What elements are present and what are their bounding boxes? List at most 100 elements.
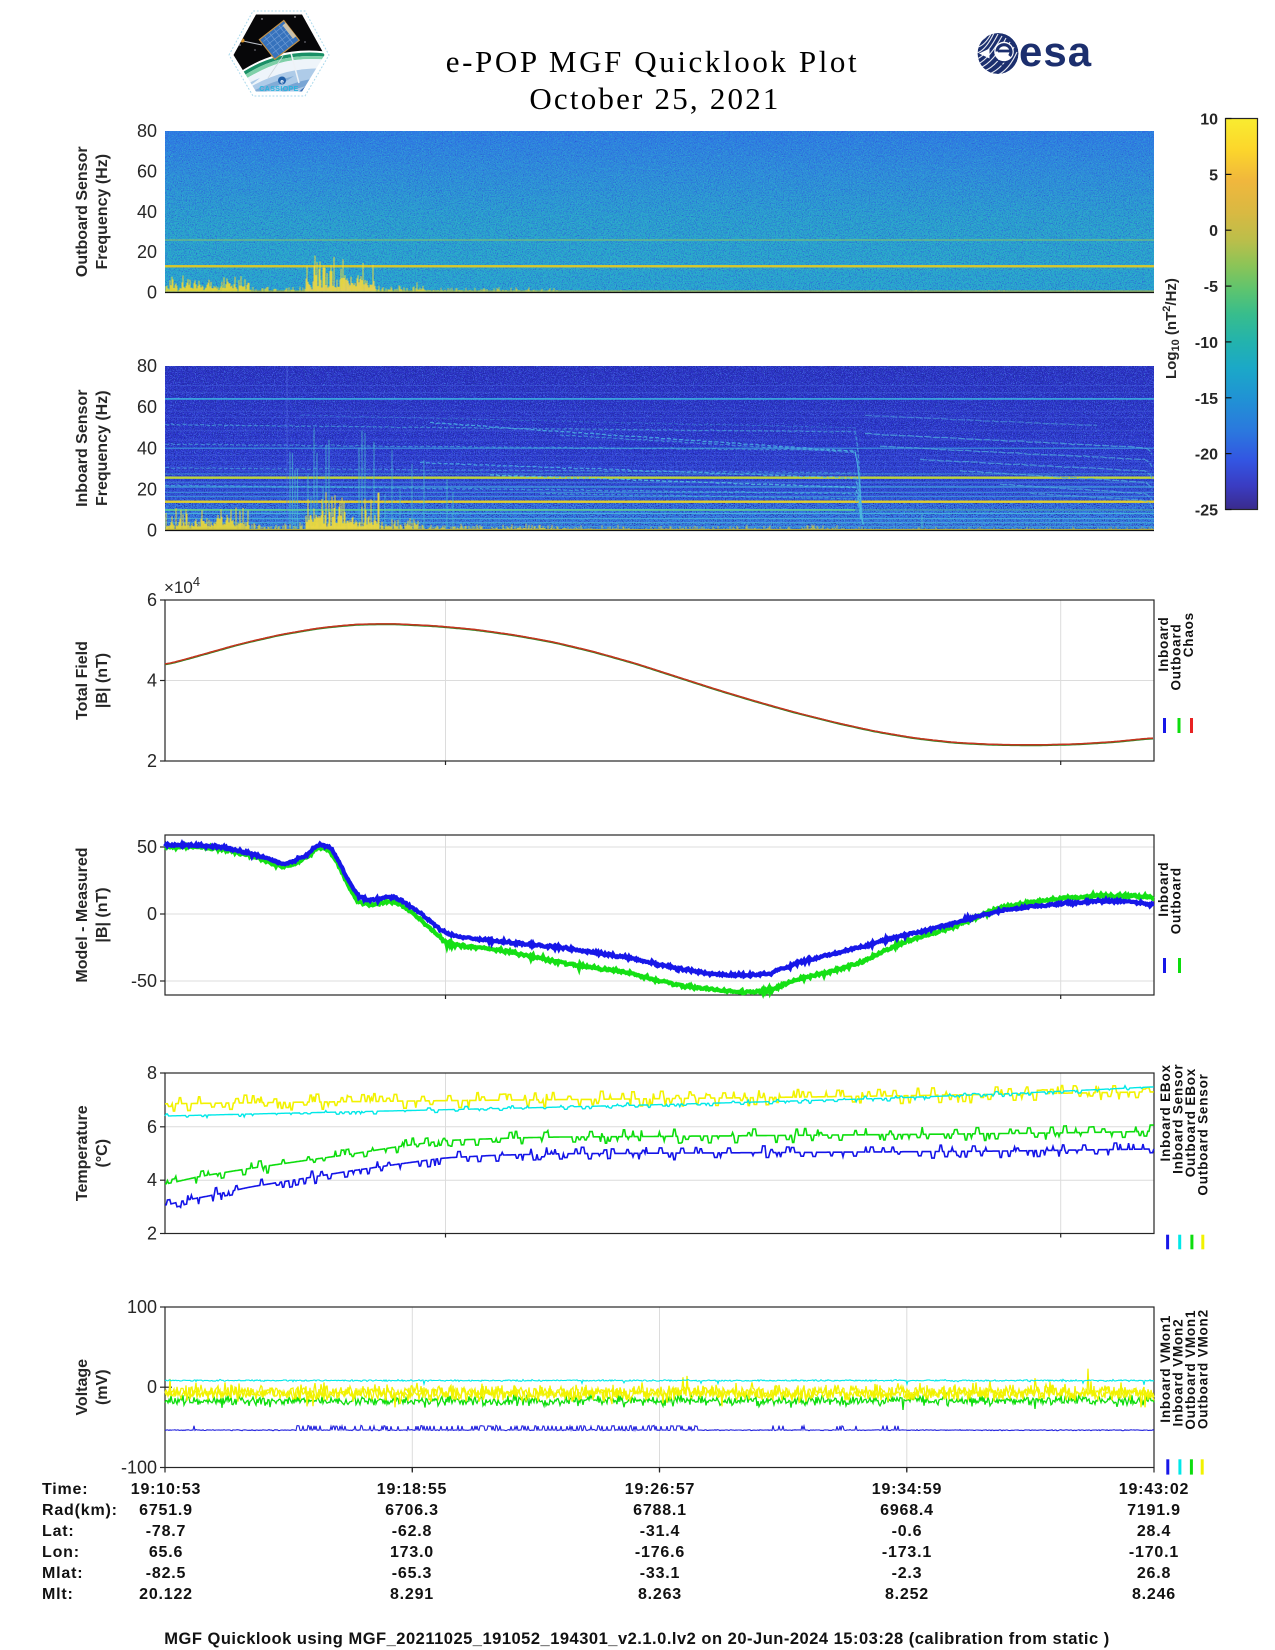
svg-text:Outboard: Outboard — [1169, 867, 1184, 934]
svg-text:173.0: 173.0 — [390, 1544, 434, 1561]
svg-text:2: 2 — [147, 1224, 157, 1244]
svg-text:-25: -25 — [1195, 503, 1218, 520]
svg-text:4: 4 — [147, 671, 157, 691]
svg-text:0: 0 — [147, 521, 157, 541]
svg-text:2: 2 — [147, 751, 157, 771]
svg-text:Inboard VMon2: Inboard VMon2 — [1171, 1319, 1186, 1427]
svg-text:6788.1: 6788.1 — [633, 1502, 687, 1519]
svg-text:Log10 (nT2/Hz): Log10 (nT2/Hz) — [1161, 278, 1182, 379]
svg-text:-82.5: -82.5 — [146, 1565, 186, 1582]
svg-text:6: 6 — [147, 590, 157, 610]
svg-text:-50: -50 — [131, 971, 157, 991]
svg-text:0: 0 — [147, 283, 157, 303]
svg-text:20.122: 20.122 — [139, 1586, 193, 1603]
svg-text:28.4: 28.4 — [1137, 1523, 1171, 1540]
svg-text:8: 8 — [147, 1063, 157, 1083]
svg-text:Inboard EBox: Inboard EBox — [1158, 1064, 1173, 1161]
svg-text:0: 0 — [147, 904, 157, 924]
svg-text:Total Field: Total Field — [74, 641, 91, 720]
svg-text:Inboard VMon1: Inboard VMon1 — [1158, 1315, 1173, 1423]
svg-text:Outboard VMon2: Outboard VMon2 — [1196, 1309, 1211, 1429]
svg-text:0: 0 — [147, 1377, 157, 1397]
svg-text:October 25, 2021: October 25, 2021 — [529, 81, 780, 116]
svg-text:Frequency (Hz): Frequency (Hz) — [94, 154, 111, 270]
svg-text:Inboard: Inboard — [1156, 617, 1171, 672]
svg-text:8.246: 8.246 — [1132, 1586, 1176, 1603]
svg-text:-78.7: -78.7 — [146, 1523, 186, 1540]
svg-text:Mlat:: Mlat: — [42, 1565, 83, 1582]
svg-text:-10: -10 — [1195, 335, 1218, 352]
svg-text:40: 40 — [137, 438, 157, 458]
svg-text:40: 40 — [137, 202, 157, 222]
svg-text:Voltage: Voltage — [74, 1359, 91, 1416]
svg-text:19:43:02: 19:43:02 — [1119, 1481, 1189, 1498]
svg-text:19:34:59: 19:34:59 — [872, 1481, 942, 1498]
svg-text:-33.1: -33.1 — [640, 1565, 680, 1582]
svg-text:60: 60 — [137, 161, 157, 181]
svg-text:8.263: 8.263 — [638, 1586, 682, 1603]
svg-text:-173.1: -173.1 — [882, 1544, 932, 1561]
svg-text:e: e — [280, 79, 284, 86]
svg-text:-100: -100 — [121, 1458, 157, 1478]
svg-text:Outboard EBox: Outboard EBox — [1183, 1068, 1198, 1177]
svg-text:-62.8: -62.8 — [392, 1523, 432, 1540]
svg-text:Inboard Sensor: Inboard Sensor — [1171, 1064, 1186, 1174]
svg-text:-2.3: -2.3 — [892, 1565, 923, 1582]
svg-text:|B| (nT): |B| (nT) — [94, 653, 111, 708]
svg-text:10: 10 — [1200, 112, 1218, 129]
svg-text:6751.9: 6751.9 — [139, 1502, 193, 1519]
svg-text:esa: esa — [1019, 28, 1092, 75]
svg-text:Outboard Sensor: Outboard Sensor — [74, 146, 91, 277]
svg-text:Inboard Sensor: Inboard Sensor — [74, 390, 91, 507]
svg-text:Inboard: Inboard — [1156, 862, 1171, 917]
svg-text:Outboard VMon1: Outboard VMon1 — [1183, 1310, 1198, 1430]
svg-text:-176.6: -176.6 — [635, 1544, 685, 1561]
svg-text:26.8: 26.8 — [1137, 1565, 1171, 1582]
svg-text:Outboard Sensor: Outboard Sensor — [1196, 1073, 1211, 1195]
svg-text:50: 50 — [137, 837, 157, 857]
svg-text:60: 60 — [137, 397, 157, 417]
svg-text:(mV): (mV) — [94, 1369, 111, 1405]
svg-text:Lon:: Lon: — [42, 1544, 80, 1561]
svg-text:5: 5 — [1209, 167, 1218, 184]
svg-text:20: 20 — [137, 479, 157, 499]
svg-text:6706.3: 6706.3 — [385, 1502, 439, 1519]
svg-text:100: 100 — [127, 1297, 157, 1317]
svg-text:19:18:55: 19:18:55 — [377, 1481, 447, 1498]
svg-text:MGF Quicklook using MGF_202110: MGF Quicklook using MGF_20211025_191052_… — [164, 1630, 1109, 1648]
svg-text:19:10:53: 19:10:53 — [131, 1481, 201, 1498]
svg-text:Mlt:: Mlt: — [42, 1586, 74, 1603]
svg-text:80: 80 — [137, 356, 157, 376]
svg-text:80: 80 — [137, 121, 157, 141]
svg-text:|B| (nT): |B| (nT) — [94, 887, 111, 942]
svg-text:65.6: 65.6 — [149, 1544, 183, 1561]
svg-text:Model - Measured: Model - Measured — [74, 847, 91, 982]
svg-text:6: 6 — [147, 1117, 157, 1137]
svg-text:Time:: Time: — [42, 1481, 88, 1498]
svg-text:Outboard: Outboard — [1169, 623, 1184, 690]
svg-text:-5: -5 — [1204, 279, 1218, 296]
svg-text:Frequency (Hz): Frequency (Hz) — [94, 390, 111, 506]
svg-text:e-POP MGF Quicklook Plot: e-POP MGF Quicklook Plot — [446, 44, 859, 79]
svg-text:8.252: 8.252 — [885, 1586, 929, 1603]
svg-text:-31.4: -31.4 — [640, 1523, 680, 1540]
svg-text:19:26:57: 19:26:57 — [625, 1481, 695, 1498]
svg-text:7191.9: 7191.9 — [1127, 1502, 1181, 1519]
svg-text:(°C): (°C) — [94, 1139, 111, 1168]
svg-text:20: 20 — [137, 242, 157, 262]
svg-text:8.291: 8.291 — [390, 1586, 434, 1603]
svg-text:-20: -20 — [1195, 447, 1218, 464]
svg-text:-15: -15 — [1195, 391, 1218, 408]
svg-text:-170.1: -170.1 — [1129, 1544, 1179, 1561]
svg-text:-65.3: -65.3 — [392, 1565, 432, 1582]
svg-text:CASSIOPE: CASSIOPE — [259, 86, 298, 93]
svg-text:0: 0 — [1209, 223, 1218, 240]
svg-text:-0.6: -0.6 — [892, 1523, 923, 1540]
svg-text:Temperature: Temperature — [74, 1105, 91, 1201]
svg-text:4: 4 — [147, 1170, 157, 1190]
svg-text:×104: ×104 — [164, 574, 200, 597]
svg-text:6968.4: 6968.4 — [880, 1502, 934, 1519]
svg-text:Lat:: Lat: — [42, 1523, 75, 1540]
svg-text:Chaos: Chaos — [1181, 612, 1196, 657]
svg-text:Rad(km):: Rad(km): — [42, 1502, 118, 1519]
